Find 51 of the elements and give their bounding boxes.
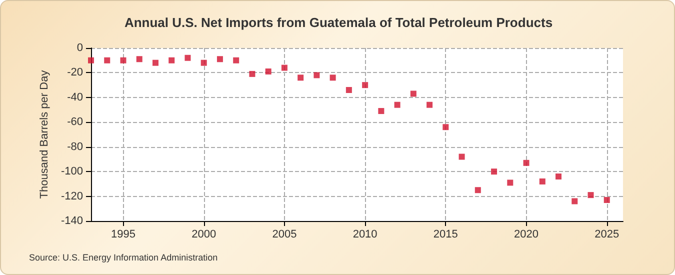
y-tick-label: -20 — [67, 66, 83, 79]
point — [281, 64, 288, 71]
y-tick-label: -60 — [67, 116, 83, 128]
y-tick-label: -120 — [60, 190, 83, 202]
point — [539, 178, 546, 184]
y-tick-label: 0 — [76, 42, 83, 54]
point — [458, 154, 465, 160]
point — [298, 74, 304, 81]
point — [362, 82, 368, 88]
point — [507, 180, 514, 186]
point — [136, 56, 142, 62]
point — [442, 124, 449, 130]
point — [249, 70, 256, 77]
point — [346, 87, 352, 94]
point — [314, 72, 320, 78]
point — [200, 60, 207, 66]
x-tick-label: 2020 — [514, 228, 539, 240]
source-note: Source: U.S. Energy Information Administration — [29, 252, 218, 262]
point — [572, 198, 578, 204]
x-tick-label: 2015 — [433, 228, 458, 240]
point — [184, 54, 191, 61]
x-tick-label: 2010 — [352, 228, 378, 240]
point — [604, 196, 610, 203]
point — [265, 68, 272, 74]
point — [152, 60, 158, 66]
y-tick-label: -100 — [60, 166, 83, 178]
point — [523, 160, 530, 166]
point — [556, 174, 562, 180]
point — [474, 187, 481, 194]
point — [410, 90, 416, 97]
y-tick-label: -40 — [67, 91, 83, 104]
y-tick-label: -80 — [67, 140, 83, 153]
point — [378, 108, 384, 114]
point — [330, 74, 336, 81]
x-tick-label: 2005 — [272, 228, 297, 240]
point — [120, 57, 126, 64]
point — [426, 102, 433, 108]
point — [88, 57, 94, 64]
y-axis-title: Thousand Barrels per Day — [38, 70, 51, 199]
point — [216, 56, 223, 62]
x-tick-label: 2025 — [594, 228, 620, 240]
chart-title: Annual U.S. Net Imports from Guatemala of Total Petroleum Products — [124, 15, 553, 30]
point — [168, 57, 175, 64]
y-tick-label: -140 — [60, 215, 83, 227]
point — [491, 168, 498, 175]
x-tick-label: 2000 — [192, 228, 216, 240]
point — [104, 57, 110, 64]
point — [394, 102, 400, 108]
x-tick-label: 1995 — [111, 228, 136, 240]
point — [588, 192, 594, 198]
point — [233, 57, 240, 64]
